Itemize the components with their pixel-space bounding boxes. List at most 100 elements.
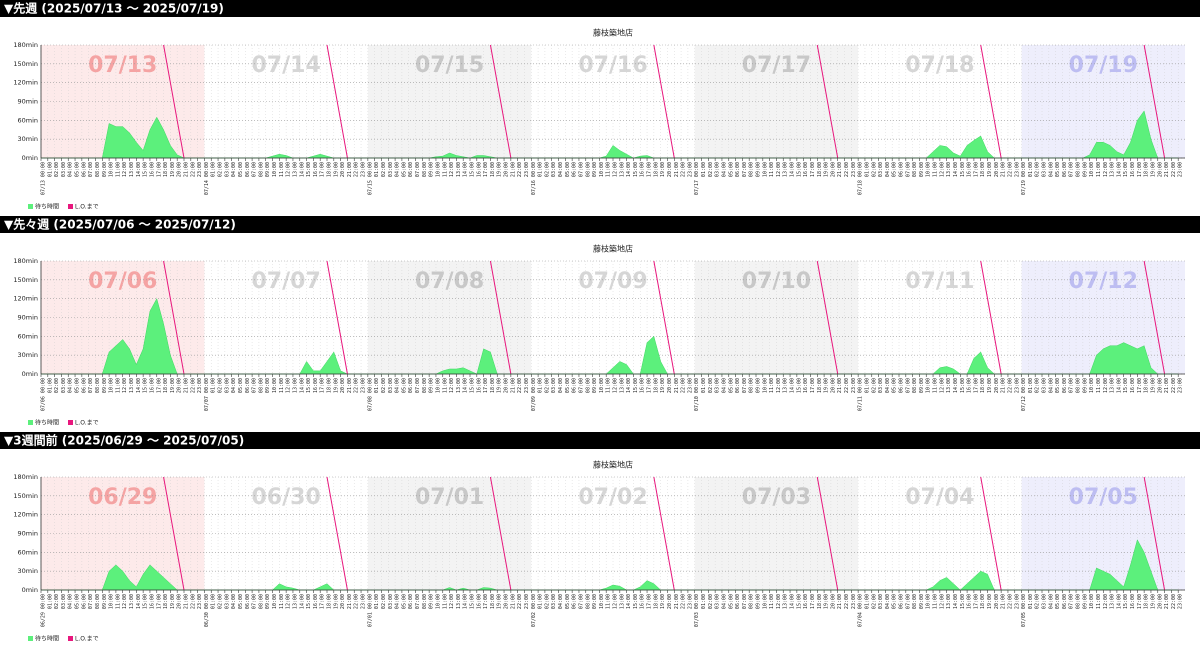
x-tick-label: 22:00: [844, 378, 850, 393]
x-tick-hour: 15:00: [796, 162, 802, 177]
x-tick-hour: 01:00: [210, 162, 216, 177]
x-tick-label: 08:00: [1075, 594, 1081, 609]
x-tick-label: 06:00: [408, 162, 414, 177]
x-tick-hour: 19:00: [660, 594, 666, 609]
x-tick-hour: 04:00: [558, 162, 564, 177]
x-tick-hour: 04:00: [1048, 594, 1054, 609]
x-tick-label: 04:00: [884, 594, 890, 609]
x-tick-hour: 19:00: [1150, 162, 1156, 177]
x-tick-label: 13:00: [1109, 378, 1115, 393]
x-tick-label: 16:00: [149, 162, 155, 177]
x-tick-hour: 17:00: [646, 162, 652, 177]
x-tick-label: 12:00: [775, 378, 781, 393]
x-tick-hour: 10:00: [1089, 378, 1095, 393]
x-tick-hour: 01:00: [701, 594, 707, 609]
x-tick-label: 10:00: [762, 594, 768, 609]
x-tick-label: 11:00: [932, 378, 938, 393]
x-tick-hour: 06:00: [571, 594, 577, 609]
lo-line: [163, 476, 185, 591]
x-tick-hour: 15:00: [632, 162, 638, 177]
lo-line: [1143, 260, 1166, 375]
x-tick-label: 01:00: [374, 162, 380, 177]
x-tick-hour: 05:00: [891, 594, 897, 609]
x-tick-hour: 18:00: [163, 378, 169, 393]
x-tick-hour: 21:00: [1000, 594, 1006, 609]
x-tick-label: 14:00: [789, 162, 795, 177]
y-tick-label: 60min: [17, 332, 38, 340]
x-tick-hour: 22:00: [680, 378, 686, 393]
x-tick-hour: 02:00: [217, 378, 223, 393]
x-tick-hour: 02:00: [544, 378, 550, 393]
x-tick-hour: 00:00: [1021, 594, 1027, 609]
x-tick-hour: 13:00: [619, 162, 625, 177]
x-tick-hour: 23:00: [850, 162, 856, 177]
x-tick-label: 04:00: [721, 162, 727, 177]
x-tick-hour: 19:00: [169, 378, 175, 393]
x-tick-label: 15:00: [632, 594, 638, 609]
x-tick-label: 19:00: [987, 378, 993, 393]
x-tick-hour: 23:00: [197, 594, 203, 609]
section-heading: ▼3週間前 (2025/06/29 〜 2025/07/05): [4, 433, 244, 448]
x-tick-label: 03:00: [387, 378, 393, 393]
x-tick-hour: 15:00: [796, 378, 802, 393]
x-tick-hour: 16:00: [149, 378, 155, 393]
x-tick-hour: 22:00: [1170, 162, 1176, 177]
x-tick-label: 17:00: [483, 378, 489, 393]
x-tick-hour: 02:00: [1034, 378, 1040, 393]
x-tick-hour: 17:00: [809, 378, 815, 393]
x-tick-label: 21:00: [183, 378, 189, 393]
x-tick-hour: 17:00: [973, 162, 979, 177]
x-tick-label: 09:00: [592, 378, 598, 393]
x-tick-label: 21:00: [346, 162, 352, 177]
x-tick-label: 18:00: [326, 594, 332, 609]
x-tick-hour: 20:00: [176, 594, 182, 609]
x-tick-hour: 15:00: [142, 162, 148, 177]
y-tick-label: 0min: [22, 154, 38, 162]
x-tick-hour: 22:00: [517, 378, 523, 393]
x-tick-label: 02:00: [217, 378, 223, 393]
x-tick-hour: 22:00: [1170, 378, 1176, 393]
x-tick-label: 04:00: [67, 378, 73, 393]
x-tick-date: 07/04: [857, 612, 863, 627]
x-tick-label: 05:00: [401, 378, 407, 393]
x-tick-label: 14:00: [1116, 594, 1122, 609]
x-tick-label: 11:00: [605, 162, 611, 177]
x-tick-label: 21:00: [510, 594, 516, 609]
x-tick-label: 14:00: [299, 162, 305, 177]
y-tick-label: 90min: [17, 98, 38, 106]
x-tick-hour: 18:00: [326, 378, 332, 393]
x-tick-label: 16:00: [476, 162, 482, 177]
x-tick-label: 12:00: [449, 162, 455, 177]
x-tick-label: 19:00: [660, 378, 666, 393]
x-tick-hour: 00:00: [857, 594, 863, 609]
x-tick-hour: 05:00: [728, 594, 734, 609]
day-watermark: 07/14: [252, 53, 321, 78]
x-tick-label: 01:00: [47, 162, 53, 177]
x-tick-label: 13:00: [129, 162, 135, 177]
x-tick-label: 05:00: [74, 378, 80, 393]
x-tick-label: 07/02 00:00: [530, 594, 536, 627]
x-tick-hour: 14:00: [952, 594, 958, 609]
x-tick-hour: 02:00: [1034, 162, 1040, 177]
x-tick-hour: 16:00: [149, 594, 155, 609]
x-tick-label: 07/13 00:00: [40, 162, 46, 195]
x-tick-hour: 10:00: [762, 594, 768, 609]
x-tick-label: 07:00: [415, 378, 421, 393]
x-tick-hour: 13:00: [946, 378, 952, 393]
x-tick-label: 23:00: [197, 162, 203, 177]
x-tick-hour: 17:00: [809, 594, 815, 609]
x-tick-hour: 19:00: [496, 162, 502, 177]
x-tick-hour: 18:00: [980, 162, 986, 177]
x-tick-hour: 11:00: [115, 162, 121, 177]
x-tick-label: 13:00: [129, 378, 135, 393]
x-tick-label: 13:00: [946, 378, 952, 393]
x-tick-hour: 01:00: [210, 594, 216, 609]
x-tick-hour: 08:00: [1075, 594, 1081, 609]
x-tick-label: 05:00: [728, 162, 734, 177]
x-tick-label: 17:00: [156, 378, 162, 393]
x-tick-hour: 10:00: [762, 378, 768, 393]
x-tick-label: 13:00: [946, 594, 952, 609]
x-tick-label: 07:00: [88, 162, 94, 177]
x-tick-hour: 12:00: [122, 594, 128, 609]
